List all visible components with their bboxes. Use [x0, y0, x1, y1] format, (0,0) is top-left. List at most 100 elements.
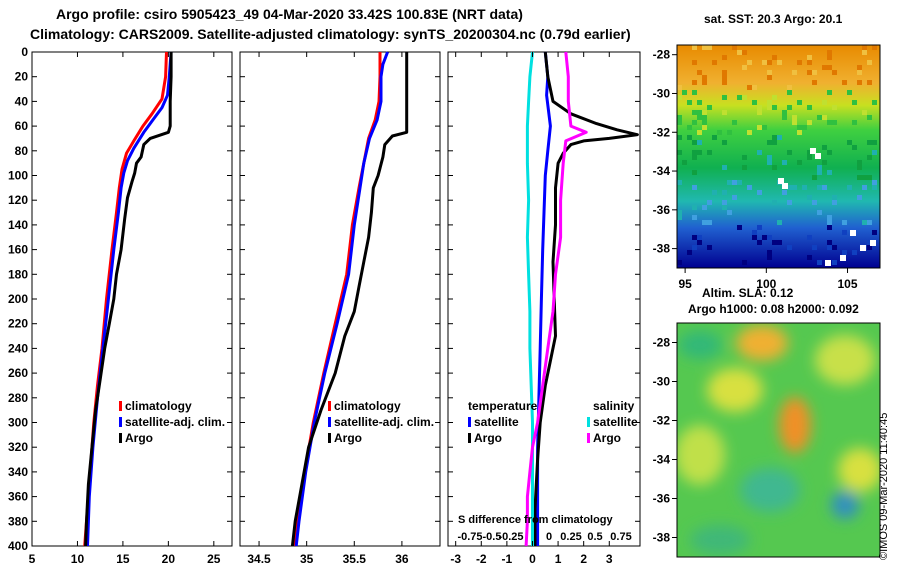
sst-pixel	[707, 200, 712, 205]
sst-pixel	[677, 120, 682, 125]
series-line-argo	[290, 52, 409, 547]
sst-pixel	[702, 125, 707, 130]
sla-low-anomaly	[831, 491, 859, 519]
sst-pixel	[782, 115, 787, 120]
sst-pixel	[707, 105, 712, 110]
legend-sal-argo-label: Argo	[593, 431, 621, 445]
sst-pixel	[777, 220, 782, 225]
sst-pixel	[872, 150, 877, 155]
sst-cloud-pixel	[860, 245, 866, 251]
sst-pixel	[817, 185, 822, 190]
sst-pixel	[712, 60, 717, 65]
sst-pixel	[862, 50, 867, 55]
sst-map-title: sat. SST: 20.3 Argo: 20.1	[704, 12, 843, 26]
sst-pixel	[857, 195, 862, 200]
sst-pixel	[792, 70, 797, 75]
sla-high-anomaly	[707, 368, 763, 412]
sst-pixel	[797, 100, 802, 105]
sst-pixel	[827, 150, 832, 155]
sst-cloud-pixel	[850, 230, 856, 236]
sst-pixel	[767, 60, 772, 65]
sst-pixel	[872, 180, 877, 185]
sst-pixel	[732, 120, 737, 125]
sst-pixel	[787, 90, 792, 95]
sst-pixel	[827, 245, 832, 250]
series-line-salinity-satellite	[525, 51, 534, 546]
sst-pixel	[797, 60, 802, 65]
sst-pixel	[722, 190, 727, 195]
sst-pixel	[767, 235, 772, 240]
sst-pixel	[767, 105, 772, 110]
sst-pixel	[787, 85, 792, 90]
sst-pixel	[762, 235, 767, 240]
sst-pixel	[767, 100, 772, 105]
legend-climatology-swatch	[328, 401, 331, 411]
sst-pixel	[702, 45, 707, 50]
depth-tick-label: 380	[8, 514, 28, 528]
sst-pixel	[692, 245, 697, 250]
depth-tick-label: 200	[8, 292, 28, 306]
sla-map-frame	[676, 322, 881, 558]
sst-pixel	[722, 205, 727, 210]
sst-pixel	[692, 90, 697, 95]
sst-pixel	[822, 160, 827, 165]
sst-pixel	[832, 260, 837, 265]
sst-cloud-pixel	[840, 255, 846, 261]
sst-pixel	[832, 195, 837, 200]
map-lon-label: 105	[838, 277, 858, 291]
sst-pixel	[772, 200, 777, 205]
sst-pixel	[687, 250, 692, 255]
sst-pixel	[827, 215, 832, 220]
sst-pixel	[742, 50, 747, 55]
legend-satellite-swatch	[328, 417, 331, 427]
map-lat-label: -30	[653, 86, 671, 100]
sst-pixel	[867, 155, 872, 160]
sst-pixel	[692, 185, 697, 190]
s-scale-label: 0.75	[610, 531, 631, 543]
sst-pixel	[782, 110, 787, 115]
sst-pixel	[782, 160, 787, 165]
chart-title-line1: Argo profile: csiro 5905423_49 04-Mar-20…	[56, 6, 523, 22]
sst-pixel	[722, 75, 727, 80]
sst-pixel	[797, 125, 802, 130]
legend-argo-swatch	[119, 433, 122, 443]
map-lat-label: -32	[653, 414, 671, 428]
sst-pixel	[857, 160, 862, 165]
sst-pixel	[702, 75, 707, 80]
sst-pixel	[722, 165, 727, 170]
sla-low-anomaly	[690, 525, 750, 555]
sst-cloud-pixel	[815, 153, 821, 159]
depth-tick-label: 0	[21, 45, 28, 59]
sst-pixel	[697, 150, 702, 155]
sst-pixel	[857, 165, 862, 170]
temperature-panel-frame	[31, 51, 233, 547]
sst-pixel	[847, 90, 852, 95]
sst-pixel	[862, 175, 867, 180]
x-tick-label: 10	[71, 552, 85, 566]
sst-pixel	[817, 210, 822, 215]
sst-pixel	[867, 220, 872, 225]
sst-pixel	[687, 100, 692, 105]
x-tick-label: 36	[395, 552, 409, 566]
depth-tick-label: 120	[8, 193, 28, 207]
sst-pixel	[722, 80, 727, 85]
legend-temp-argo-swatch	[468, 433, 471, 443]
sst-pixel	[677, 135, 682, 140]
sst-pixel	[767, 75, 772, 80]
sst-pixel	[852, 145, 857, 150]
s-scale-label: 0.5	[587, 531, 602, 543]
sst-pixel	[867, 60, 872, 65]
sst-cloud-pixel	[870, 240, 876, 246]
sst-pixel	[827, 55, 832, 60]
sst-pixel	[867, 115, 872, 120]
sst-pixel	[692, 140, 697, 145]
s-scale-label: 0	[546, 531, 552, 543]
x-tick-label: 20	[162, 552, 176, 566]
sst-pixel	[677, 215, 682, 220]
series-line-satellite-adj-clim-	[294, 51, 390, 547]
sst-pixel	[772, 165, 777, 170]
sst-pixel	[677, 210, 682, 215]
sst-pixel	[827, 170, 832, 175]
sst-cloud-pixel	[825, 260, 831, 266]
